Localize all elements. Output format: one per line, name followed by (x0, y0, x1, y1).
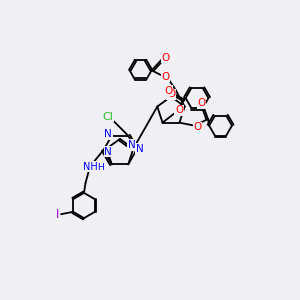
Text: O: O (175, 105, 183, 115)
Text: O: O (167, 89, 175, 99)
Text: O: O (162, 53, 170, 63)
Text: N: N (104, 147, 112, 157)
Text: N: N (136, 143, 143, 154)
Text: N: N (128, 140, 136, 150)
Text: H: H (97, 164, 104, 172)
Text: O: O (165, 85, 173, 95)
Text: Cl: Cl (103, 112, 114, 122)
Text: N: N (104, 129, 112, 139)
Text: NH: NH (82, 161, 98, 172)
Text: I: I (56, 208, 59, 221)
Text: O: O (193, 122, 202, 132)
Text: O: O (197, 98, 206, 108)
Text: O: O (162, 72, 170, 82)
